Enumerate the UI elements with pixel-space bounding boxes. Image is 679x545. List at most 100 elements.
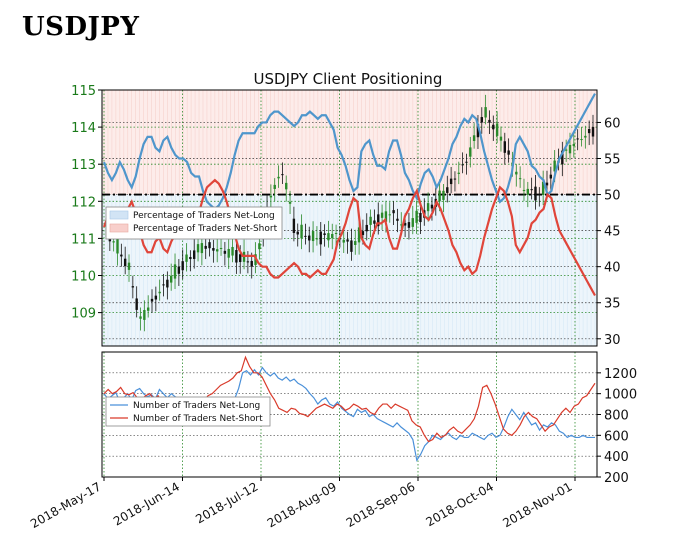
candle-body	[388, 214, 391, 216]
x-tick-label: 2018-Jul-12	[193, 479, 260, 526]
x-tick-label: 2018-Sep-06	[344, 479, 418, 530]
bottom-axis-ticks: 200 400 600 800 1000 1200	[597, 367, 637, 486]
candle-body	[561, 150, 564, 165]
candle-body	[419, 212, 422, 223]
candle-body	[116, 237, 119, 254]
right-tick-label: 35	[604, 297, 621, 312]
candle-body	[484, 107, 487, 118]
candle-body	[200, 243, 204, 254]
candle-body	[123, 258, 127, 267]
candle-body	[446, 187, 449, 193]
x-axis-ticks: 2018-May-17 2018-Jun-14 2018-Jul-12 2018-Au…	[28, 477, 576, 531]
candle-body	[315, 238, 319, 240]
candle-body	[177, 266, 181, 274]
candle-body	[392, 210, 395, 214]
x-tick-label: 2018-Aug-09	[265, 479, 339, 530]
candle-body	[120, 254, 123, 257]
candle-body	[139, 316, 142, 319]
candle-body	[127, 262, 131, 270]
candle-body	[181, 261, 184, 271]
candle-body	[534, 186, 537, 201]
legend-label-net-short: Percentage of Traders Net-Short	[133, 224, 278, 234]
candle-body	[476, 123, 480, 138]
candle-body	[277, 176, 280, 179]
candle-body	[480, 117, 483, 123]
x-tick-label: 2018-May-17	[28, 479, 103, 531]
candle-body	[250, 260, 253, 267]
candle-body	[204, 245, 207, 249]
candle-body	[507, 150, 510, 155]
candle-body	[212, 248, 215, 251]
candle-body	[342, 239, 345, 243]
left-tick-label: 111	[71, 232, 96, 247]
candle-body	[469, 147, 472, 157]
candle-body	[369, 216, 372, 225]
bottom-tick-label: 200	[604, 471, 629, 486]
candle-body	[522, 189, 526, 192]
bottom-legend: Number of Traders Net-Long Number of Tra…	[105, 396, 271, 427]
candle-body	[311, 231, 315, 242]
candle-body	[373, 220, 376, 224]
x-tick-label: 2018-Nov-01	[500, 479, 574, 530]
top-panel-frame	[101, 89, 598, 347]
right-tick-label: 50	[604, 189, 621, 204]
candle-body	[308, 235, 311, 241]
candle-body	[453, 178, 457, 180]
candle-body	[319, 231, 322, 245]
candle-body	[411, 218, 414, 227]
bottom-tick-label: 800	[604, 409, 629, 424]
candle-body	[400, 224, 403, 226]
candle-body	[235, 250, 238, 263]
x-tick-label: 2018-Oct-04	[424, 479, 496, 529]
left-tick-label: 114	[71, 121, 96, 136]
candle-body	[591, 126, 595, 137]
right-tick-label: 45	[604, 225, 621, 240]
candle-body	[196, 244, 200, 253]
candle-body	[576, 138, 579, 140]
candle-body	[131, 286, 135, 288]
candle-body	[208, 242, 211, 249]
legend-swatch-net-long	[109, 210, 129, 220]
candle-body	[143, 310, 146, 320]
candle-body	[292, 218, 296, 233]
candle-body	[189, 256, 192, 260]
candle-body	[169, 275, 173, 283]
candle-body	[472, 135, 476, 142]
candle-body	[334, 232, 338, 234]
candle-body	[457, 172, 460, 174]
candle-body	[530, 189, 533, 191]
left-tick-label: 115	[71, 84, 96, 99]
candle-body	[239, 254, 242, 263]
right-tick-label: 30	[604, 333, 621, 348]
candle-body	[365, 224, 368, 232]
candle-body	[584, 135, 587, 138]
candle-body	[553, 160, 556, 172]
candle-body	[350, 240, 353, 252]
candle-body	[407, 222, 411, 228]
candle-body	[323, 233, 326, 235]
candle-body	[461, 164, 464, 166]
candle-body	[162, 284, 165, 286]
candle-body	[361, 231, 365, 236]
candle-body	[166, 279, 169, 288]
candle-body	[549, 174, 553, 179]
candle-body	[449, 178, 453, 185]
candle-body	[568, 144, 572, 154]
right-tick-label: 55	[604, 153, 621, 168]
bottom-tick-label: 1200	[604, 367, 637, 382]
candle-body	[154, 295, 158, 300]
bottom-panel: 200 400 600 800 1000 1200 Number of Traders N…	[101, 351, 637, 486]
candle-body	[219, 247, 223, 249]
candle-body	[492, 124, 495, 130]
legend-label-net-long: Percentage of Traders Net-Long	[133, 211, 275, 221]
candle-body	[442, 190, 445, 200]
net-long-pct-line	[102, 93, 596, 211]
candle-body	[304, 235, 307, 237]
left-tick-label: 112	[71, 195, 96, 210]
bottom-tick-label: 400	[604, 450, 629, 465]
candle-body	[173, 264, 177, 279]
top-legend-box	[105, 206, 283, 240]
candle-body	[515, 171, 518, 175]
candle-body	[281, 174, 284, 176]
left-axis-ticks: 109 110 111 112 113 114 115	[71, 84, 102, 322]
